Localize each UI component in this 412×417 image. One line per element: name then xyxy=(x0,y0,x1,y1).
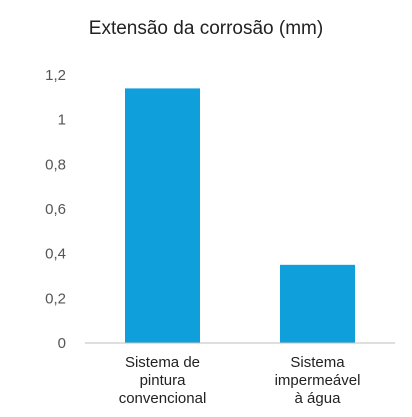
x-tick-label: Sistema impermeável à água xyxy=(275,354,361,407)
x-tick-label: Sistema de pintura convencional xyxy=(119,354,207,407)
bar xyxy=(280,264,355,343)
y-tick-label: 1,2 xyxy=(45,67,66,84)
y-tick-label: 1 xyxy=(58,112,66,129)
y-tick-label: 0 xyxy=(58,335,66,352)
y-tick-label: 0,2 xyxy=(45,290,66,307)
y-tick-label: 0,8 xyxy=(45,156,66,173)
chart-title: Extensão da corrosão (mm) xyxy=(88,18,324,39)
y-tick-label: 0,4 xyxy=(45,246,66,263)
bar xyxy=(125,88,200,344)
y-tick-label: 0,6 xyxy=(45,201,66,218)
